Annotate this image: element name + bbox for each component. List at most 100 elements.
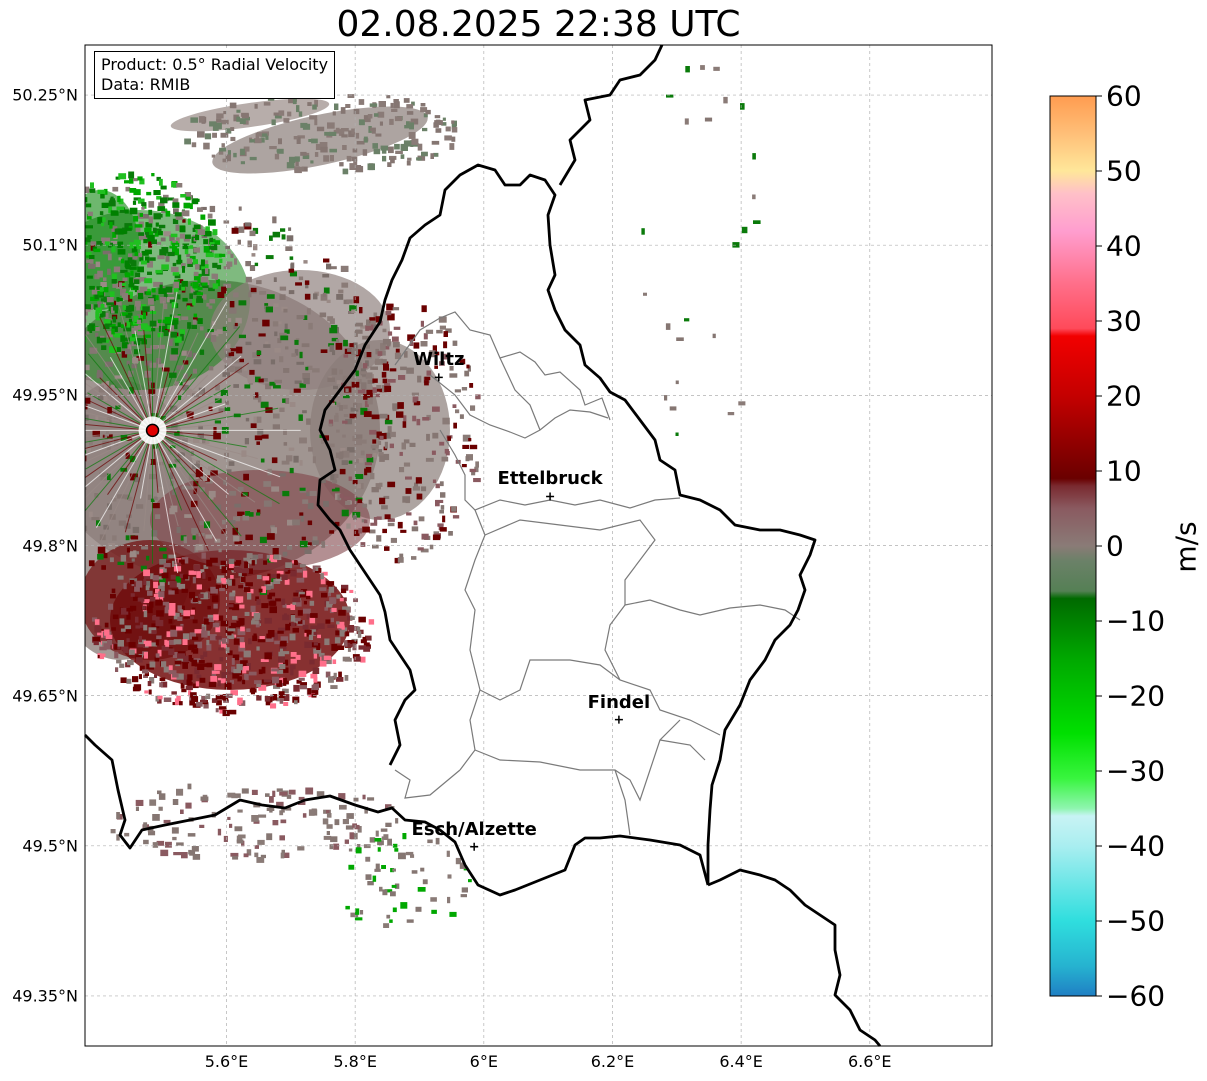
velocity-pixel [223,835,228,842]
velocity-pixel [289,271,297,277]
velocity-pixel [299,682,307,690]
velocity-pixel [416,401,421,406]
velocity-pixel [192,576,196,584]
velocity-pixel [131,558,135,562]
velocity-pixel [159,224,166,229]
velocity-pixel [417,375,422,383]
velocity-pixel [233,535,240,542]
velocity-pixel [353,402,358,407]
velocity-pixel [363,642,370,646]
velocity-pixel [78,540,84,544]
velocity-pixel [144,672,149,676]
velocity-pixel [172,438,180,442]
velocity-pixel [159,284,163,291]
velocity-pixel [245,341,252,346]
velocity-pixel [198,116,205,123]
velocity-pixel [200,326,204,331]
velocity-pixel [126,607,133,612]
velocity-pixel [409,442,416,447]
velocity-pixel [191,659,197,667]
velocity-pixel [321,592,328,598]
velocity-pixel [361,382,367,390]
velocity-pixel [182,680,190,685]
velocity-pixel [261,603,269,609]
velocity-pixel [159,296,167,304]
velocity-pixel [387,313,395,321]
velocity-pixel [199,349,205,355]
velocity-pixel [144,232,151,238]
radar-spoke [85,382,153,431]
velocity-pixel [200,294,207,300]
velocity-pixel [289,402,296,407]
velocity-pixel [353,598,358,603]
velocity-pixel [375,393,380,398]
velocity-pixel [348,460,353,464]
velocity-pixel [356,141,365,145]
velocity-pixel [243,146,250,152]
velocity-pixel [288,447,295,451]
velocity-pixel [94,274,100,280]
velocity-pixel [265,255,274,260]
velocity-pixel [175,381,180,386]
velocity-pixel [219,147,227,152]
velocity-pixel [470,405,476,411]
velocity-pixel [441,456,449,462]
velocity-pixel [439,527,447,532]
velocity-pixel [326,263,332,270]
velocity-pixel [124,629,132,634]
velocity-pixel [412,396,419,403]
velocity-pixel [214,538,221,543]
velocity-pixel [392,307,400,311]
velocity-pixel [166,631,171,638]
velocity-pixel [221,286,227,294]
velocity-pixel [157,332,163,338]
velocity-pixel [27,473,33,477]
velocity-pixel [44,411,49,416]
velocity-pixel [376,535,382,542]
velocity-pixel [167,449,172,455]
velocity-pixel [204,618,210,625]
velocity-pixel [382,155,387,162]
velocity-pixel [236,637,245,644]
velocity-pixel [222,638,229,644]
velocity-pixel [294,617,301,622]
velocity-pixel [131,246,138,253]
velocity-pixel [59,503,67,508]
velocity-pixel [296,600,302,607]
velocity-pixel [97,301,102,308]
velocity-pixel [398,375,406,380]
velocity-pixel [117,241,124,249]
velocity-pixel [397,402,404,409]
velocity-pixel [53,218,58,225]
velocity-pixel [328,266,337,270]
velocity-pixel [338,671,342,679]
velocity-pixel [345,388,349,393]
velocity-pixel [246,628,251,632]
velocity-pixel [339,369,343,375]
velocity-pixel [281,574,288,580]
velocity-pixel [66,371,71,377]
velocity-pixel [64,475,71,480]
velocity-pixel [172,370,177,375]
velocity-pixel [343,640,348,647]
velocity-pixel [196,571,201,579]
velocity-pixel [75,256,82,262]
velocity-pixel [227,816,231,820]
velocity-pixel [280,636,289,643]
velocity-pixel [308,447,313,452]
velocity-pixel [287,111,292,117]
velocity-pixel [13,366,20,373]
velocity-pixel [239,657,243,661]
velocity-pixel [85,225,93,229]
velocity-pixel [331,643,338,651]
velocity-pixel [298,670,307,677]
velocity-pixel [235,317,242,324]
velocity-pixel [266,533,275,540]
velocity-pixel [81,499,84,505]
velocity-pixel [111,328,115,335]
velocity-pixel [144,278,153,284]
velocity-pixel [431,909,437,914]
velocity-pixel [135,272,141,278]
velocity-pixel [643,292,647,296]
velocity-pixel [67,364,70,369]
